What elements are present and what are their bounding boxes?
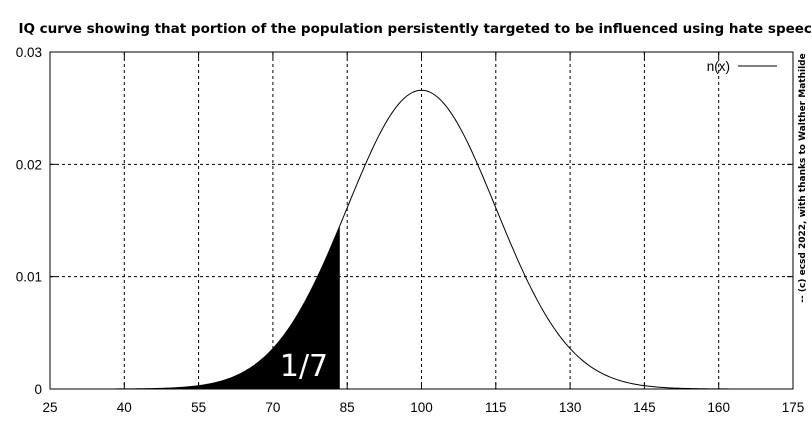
x-tick-label: 100 xyxy=(410,400,433,415)
shaded-region xyxy=(50,225,340,389)
shaded-region-label: 1/7 xyxy=(280,349,328,384)
x-tick-label: 145 xyxy=(633,400,656,415)
y-tick-label: 0 xyxy=(34,382,42,397)
y-tick-label: 0.02 xyxy=(16,157,42,172)
x-tick-label: 175 xyxy=(782,400,805,415)
axis-ticks xyxy=(49,51,794,390)
x-tick-label: 115 xyxy=(485,400,507,415)
x-tick-label: 55 xyxy=(191,400,206,415)
y-tick-label: 0.03 xyxy=(16,45,42,60)
x-tick-label: 160 xyxy=(707,400,730,415)
x-tick-label: 40 xyxy=(117,400,132,415)
copyright-note: -- (c) ecsd 2022, with thanks to Walther… xyxy=(798,53,808,302)
x-tick-label: 85 xyxy=(340,400,355,415)
legend: n(x) xyxy=(707,59,777,74)
series-line-n-x xyxy=(50,89,793,390)
x-tick-label: 130 xyxy=(559,400,582,415)
x-tick-label: 70 xyxy=(265,400,280,415)
chart-title: IQ curve showing that portion of the pop… xyxy=(18,21,812,37)
y-tick-label: 0.01 xyxy=(16,270,42,285)
legend-label-n-x: n(x) xyxy=(707,59,730,74)
axis-tick-labels: 25 40 55 70 85 100 115 130 145 160 175 0 0.01 0.02 0.0… xyxy=(16,45,805,415)
x-tick-label: 25 xyxy=(42,400,57,415)
grid-lines xyxy=(50,52,793,389)
